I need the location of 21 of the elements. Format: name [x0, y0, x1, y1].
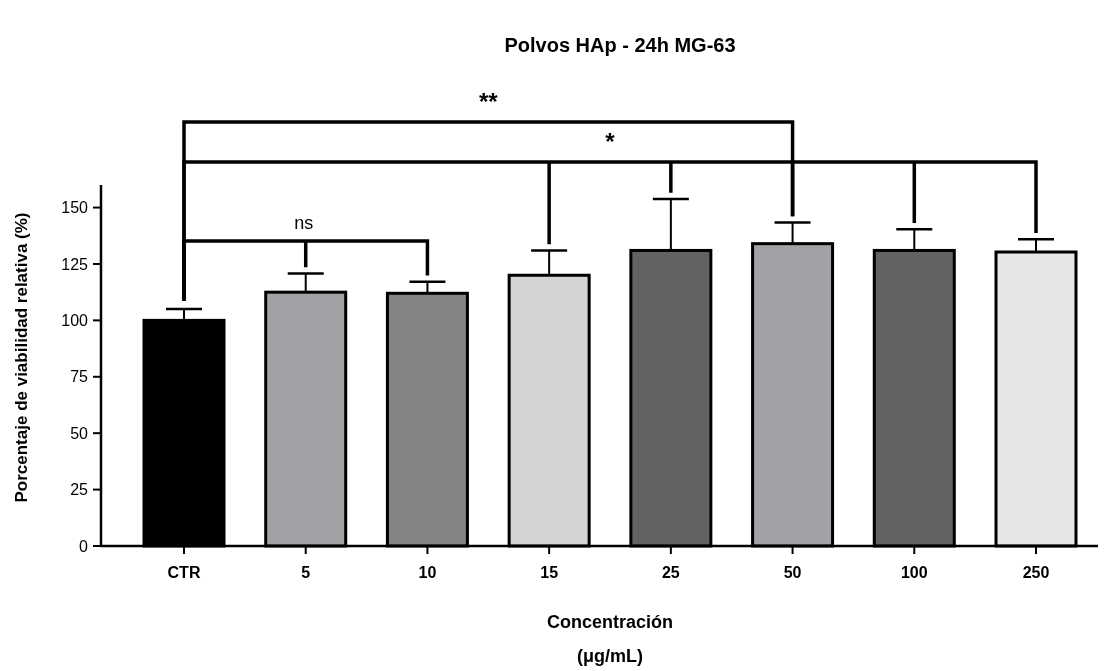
x-tick-label: 5 — [301, 564, 311, 581]
text: ** — [478, 88, 499, 115]
chart-title: Polvos HAp - 24h MG-63 — [504, 34, 736, 56]
text: * — [605, 128, 616, 155]
y-tick-label: 100 — [61, 311, 89, 329]
annotation: ns — [294, 213, 314, 233]
y-tick-label: 150 — [61, 199, 89, 217]
x-tick-label: 25 — [661, 564, 680, 581]
y-tick-label: 50 — [70, 424, 89, 442]
x-tick-label: CTR — [167, 564, 201, 581]
x-axis-title: Concentración (μg/mL) — [546, 612, 674, 666]
y-tick-label: 25 — [70, 481, 89, 499]
x-tick-label: 15 — [540, 564, 559, 581]
y-axis-title: Porcentaje de viabilidad relativa (%) — [12, 212, 31, 503]
x-tick-label: 100 — [900, 564, 928, 581]
y-tick-label: 0 — [79, 537, 89, 555]
x-tick-label: 10 — [418, 564, 437, 581]
x-tick-label: 250 — [1022, 564, 1050, 581]
y-tick-label: 125 — [61, 255, 89, 273]
x-tick-label: 50 — [783, 564, 802, 581]
y-tick-label: 75 — [70, 368, 89, 386]
